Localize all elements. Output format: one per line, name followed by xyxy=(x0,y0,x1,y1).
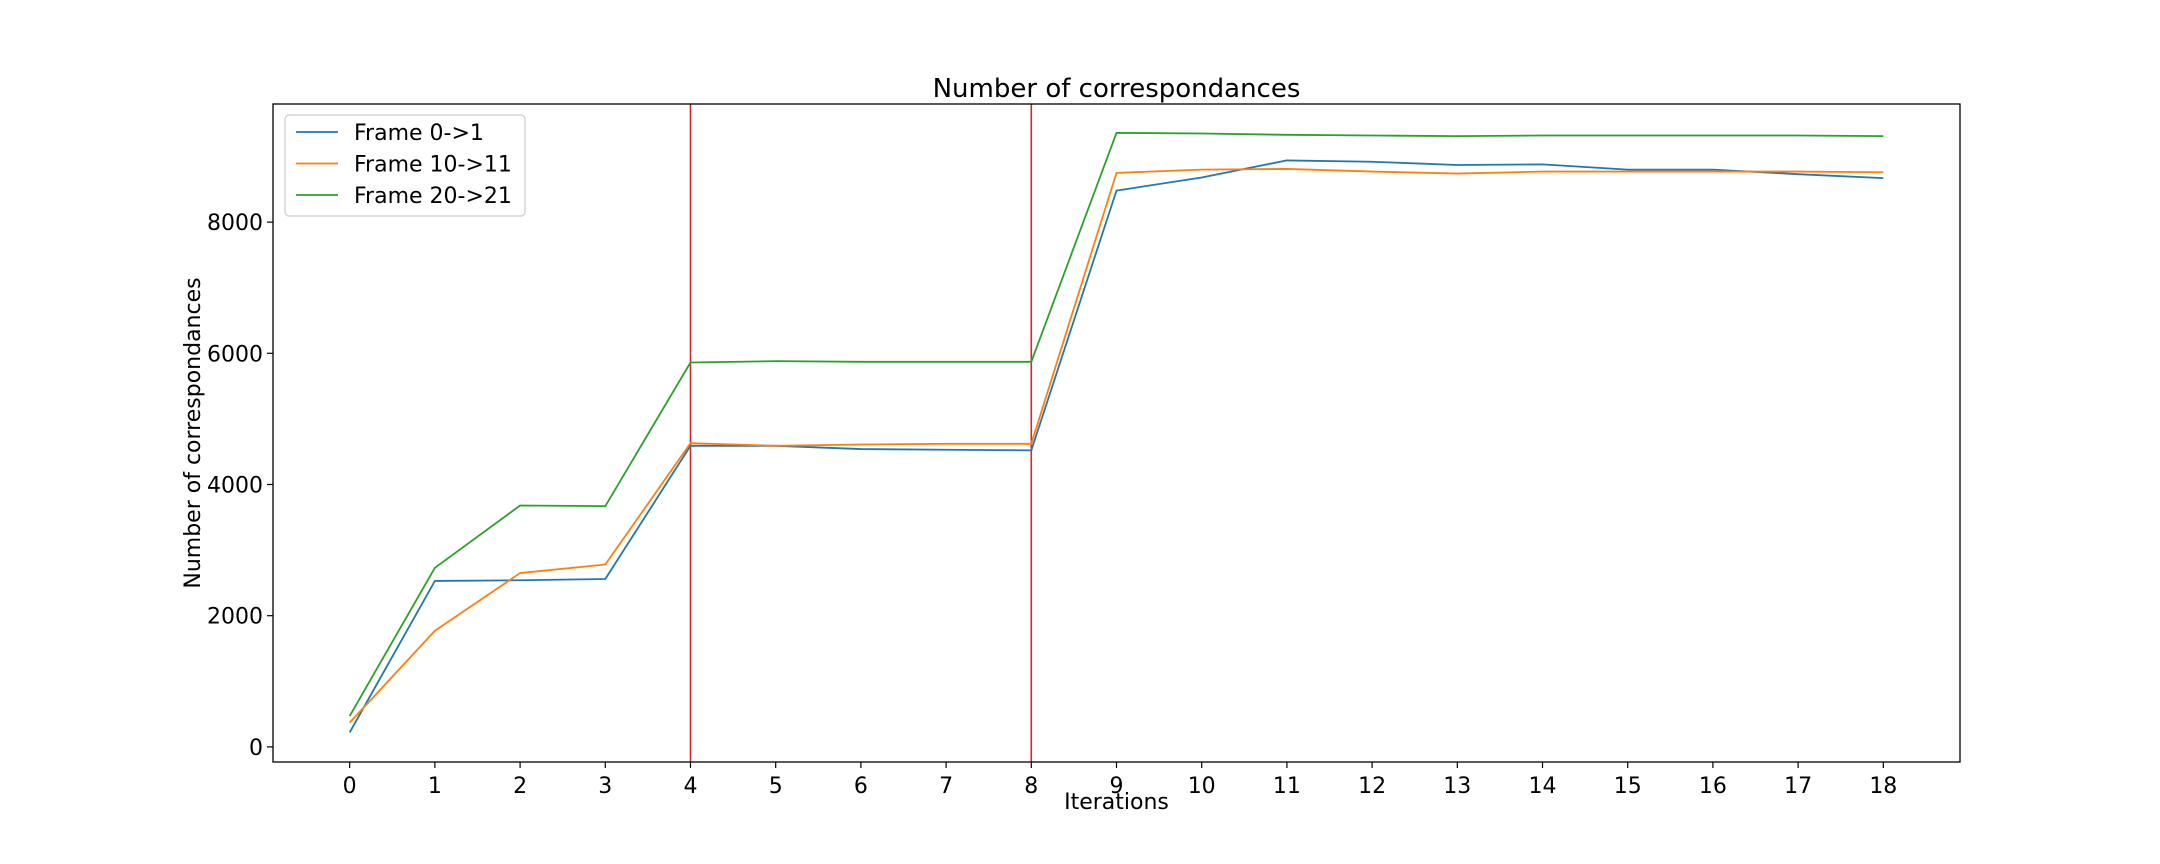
y-tick-label: 8000 xyxy=(207,211,263,236)
series-line-3 xyxy=(348,131,1884,717)
x-tick-label: 18 xyxy=(1869,774,1897,799)
legend-box xyxy=(284,114,526,217)
x-tick-label: 16 xyxy=(1699,774,1727,799)
x-axis: 0 1 2 3 4 5 6 7 8 9 10 11 12 13 14 15 16 17 18 xyxy=(343,762,1897,799)
y-tick-label: 6000 xyxy=(207,342,263,367)
x-tick-label: 14 xyxy=(1529,774,1557,799)
y-tick-label: 0 xyxy=(249,736,263,761)
x-tick-label: 9 xyxy=(1110,774,1124,799)
legend-label-1: Frame 0->1 xyxy=(354,121,484,146)
legend-label-2: Frame 10->11 xyxy=(354,153,512,178)
series-line-2 xyxy=(349,168,1884,724)
legend-label-3: Frame 20->21 xyxy=(354,184,512,209)
x-tick-label: 15 xyxy=(1614,774,1642,799)
x-tick-label: 3 xyxy=(598,774,612,799)
x-tick-label: 7 xyxy=(939,774,953,799)
series-line-1 xyxy=(348,159,1884,733)
x-tick-label: 12 xyxy=(1358,774,1386,799)
x-tick-label: 6 xyxy=(854,774,868,799)
x-tick-label: 10 xyxy=(1188,774,1216,799)
x-tick-label: 4 xyxy=(683,774,697,799)
plot-area xyxy=(348,104,1884,762)
legend: Frame 0->1 Frame 10->11 Frame 20->21 xyxy=(284,114,526,217)
x-tick-label: 0 xyxy=(343,774,357,799)
x-tick-label: 5 xyxy=(769,774,783,799)
y-tick-label: 4000 xyxy=(207,473,263,498)
chart-title: Number of correspondances xyxy=(933,74,1301,104)
x-tick-label: 11 xyxy=(1273,774,1301,799)
x-tick-label: 17 xyxy=(1784,774,1812,799)
x-tick-label: 13 xyxy=(1443,774,1471,799)
x-tick-label: 8 xyxy=(1024,774,1038,799)
plot-frame xyxy=(272,103,1961,763)
x-tick-label: 1 xyxy=(428,774,442,799)
y-axis-label: Number of correspondances xyxy=(181,277,206,588)
x-tick-label: 2 xyxy=(513,774,527,799)
x-axis-label: Iterations xyxy=(1064,790,1169,815)
y-axis: 0 2000 4000 6000 8000 xyxy=(207,211,273,761)
y-tick-label: 2000 xyxy=(207,605,263,630)
